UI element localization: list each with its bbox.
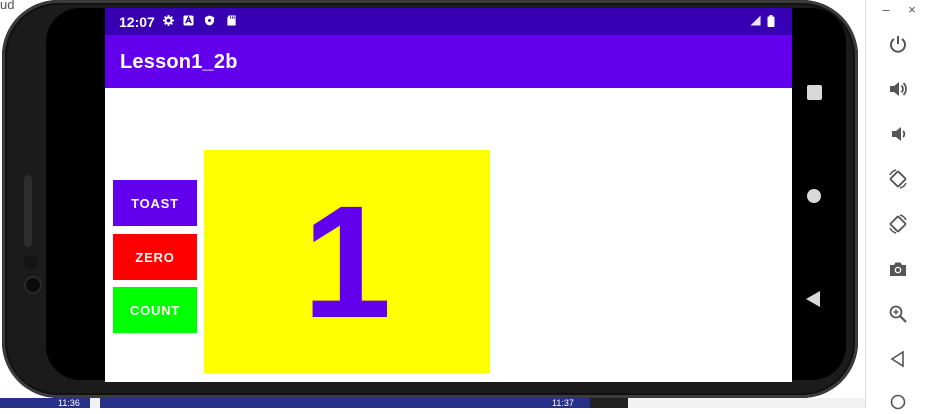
status-bar: 12:07	[105, 8, 792, 35]
background-window-right	[590, 398, 628, 408]
a-icon	[183, 15, 194, 26]
rotate-left-button[interactable]	[886, 167, 910, 191]
camera-icon	[890, 262, 906, 276]
app-bar: Lesson1_2b	[105, 35, 792, 88]
rotate-right-icon	[889, 214, 907, 234]
signal-icon	[750, 15, 761, 26]
battery-icon	[767, 15, 775, 27]
power-button[interactable]	[886, 32, 910, 56]
app-title: Lesson1_2b	[120, 51, 238, 73]
emulator-back-button[interactable]	[886, 347, 910, 371]
close-button[interactable]: ×	[908, 2, 916, 17]
minimize-button[interactable]: –	[882, 2, 890, 17]
home-button[interactable]	[807, 189, 821, 203]
phone-speaker-slot	[24, 175, 32, 247]
home-icon	[890, 394, 906, 410]
power-icon	[890, 36, 906, 53]
background-window-text: ud	[0, 0, 15, 12]
volume-down-button[interactable]	[886, 122, 910, 146]
back-button[interactable]	[806, 291, 820, 307]
volume-down-icon	[892, 127, 906, 141]
emulator-home-button[interactable]	[886, 390, 910, 414]
count-value: 1	[302, 171, 392, 351]
count-display: 1	[204, 150, 490, 373]
rotate-left-icon	[889, 169, 907, 189]
phone-camera	[26, 278, 40, 292]
gear-icon	[163, 15, 174, 26]
screenshot-button[interactable]	[886, 257, 910, 281]
sd-card-icon	[226, 15, 237, 26]
toast-button[interactable]: TOAST	[113, 180, 197, 226]
device-screen: 12:07 Lesson1_2b TOAST ZERO COUNT 1	[105, 8, 792, 382]
phone-sensor	[24, 255, 38, 269]
count-button[interactable]: COUNT	[113, 287, 197, 333]
volume-up-button[interactable]	[886, 77, 910, 101]
zoom-button[interactable]	[886, 302, 910, 326]
status-time: 12:07	[119, 14, 155, 30]
zero-button[interactable]: ZERO	[113, 234, 197, 280]
rotate-right-button[interactable]	[886, 212, 910, 236]
shield-icon	[204, 15, 215, 26]
volume-up-icon	[890, 82, 907, 96]
recents-button[interactable]	[807, 85, 822, 100]
background-time-right: 11:37	[552, 398, 574, 408]
zoom-icon	[889, 305, 907, 323]
background-time-left: 11:36	[58, 398, 80, 408]
back-icon	[890, 350, 904, 368]
background-window-middle	[100, 398, 590, 408]
emulator-toolbar: – ×	[865, 0, 932, 410]
background-window-left	[0, 398, 90, 408]
